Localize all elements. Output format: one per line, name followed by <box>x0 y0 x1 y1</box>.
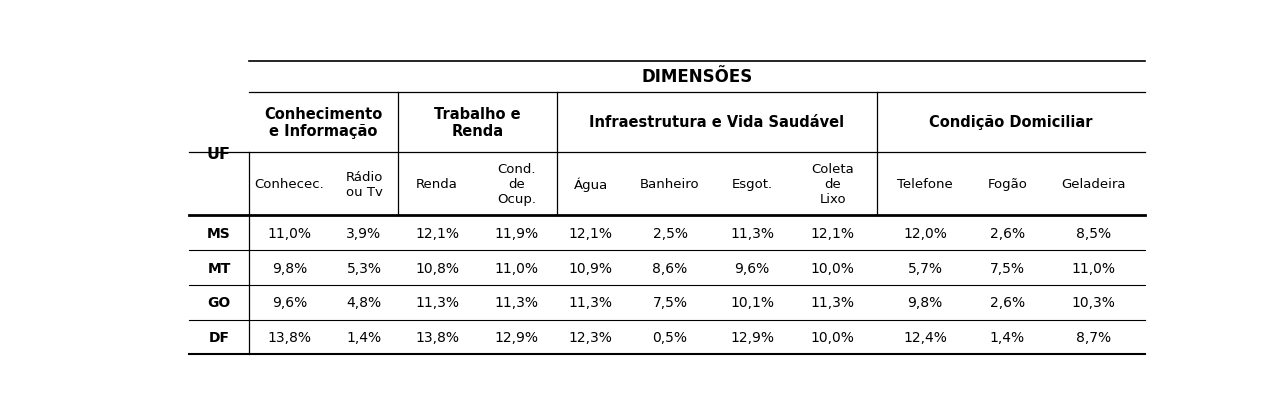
Text: DF: DF <box>208 330 230 344</box>
Text: 12,1%: 12,1% <box>569 226 612 240</box>
Text: 9,8%: 9,8% <box>272 261 307 275</box>
Text: 0,5%: 0,5% <box>653 330 688 344</box>
Text: 10,3%: 10,3% <box>1071 296 1116 310</box>
Text: 11,0%: 11,0% <box>495 261 538 275</box>
Text: 9,8%: 9,8% <box>907 296 943 310</box>
Text: 10,0%: 10,0% <box>810 261 855 275</box>
Text: Conhecec.: Conhecec. <box>254 178 325 191</box>
Text: Trabalho e
Renda: Trabalho e Renda <box>435 106 520 139</box>
Text: 9,6%: 9,6% <box>735 261 769 275</box>
Text: 12,3%: 12,3% <box>569 330 612 344</box>
Text: 11,3%: 11,3% <box>495 296 538 310</box>
Text: 11,3%: 11,3% <box>569 296 612 310</box>
Text: Geladeira: Geladeira <box>1061 178 1126 191</box>
Text: DIMENSÕES: DIMENSÕES <box>642 68 753 86</box>
Text: Infraestrutura e Vida Saudável: Infraestrutura e Vida Saudável <box>589 115 845 130</box>
Text: 12,9%: 12,9% <box>730 330 774 344</box>
Text: 10,8%: 10,8% <box>415 261 459 275</box>
Text: MT: MT <box>207 261 231 275</box>
Text: Coleta
de
Lixo: Coleta de Lixo <box>812 163 854 206</box>
Text: 11,3%: 11,3% <box>730 226 774 240</box>
Text: 4,8%: 4,8% <box>346 296 382 310</box>
Text: 10,1%: 10,1% <box>730 296 774 310</box>
Text: 12,4%: 12,4% <box>904 330 947 344</box>
Text: 8,6%: 8,6% <box>652 261 688 275</box>
Text: 11,3%: 11,3% <box>415 296 459 310</box>
Text: 8,7%: 8,7% <box>1076 330 1111 344</box>
Text: 1,4%: 1,4% <box>989 330 1025 344</box>
Text: 5,3%: 5,3% <box>346 261 381 275</box>
Text: 7,5%: 7,5% <box>653 296 688 310</box>
Text: 2,6%: 2,6% <box>989 296 1025 310</box>
Text: 10,9%: 10,9% <box>569 261 612 275</box>
Text: 11,9%: 11,9% <box>495 226 538 240</box>
Text: 1,4%: 1,4% <box>346 330 382 344</box>
Text: 11,0%: 11,0% <box>267 226 312 240</box>
Text: Telefone: Telefone <box>897 178 953 191</box>
Text: 8,5%: 8,5% <box>1076 226 1111 240</box>
Text: 2,5%: 2,5% <box>653 226 688 240</box>
Text: Banheiro: Banheiro <box>640 178 700 191</box>
Text: Fogão: Fogão <box>988 178 1028 191</box>
Text: 13,8%: 13,8% <box>415 330 459 344</box>
Text: 3,9%: 3,9% <box>346 226 382 240</box>
Text: 12,1%: 12,1% <box>415 226 459 240</box>
Text: GO: GO <box>207 296 230 310</box>
Text: Rádio
ou Tv: Rádio ou Tv <box>345 171 382 198</box>
Text: 12,1%: 12,1% <box>810 226 855 240</box>
Text: Renda: Renda <box>417 178 458 191</box>
Text: MS: MS <box>207 226 231 240</box>
Text: Cond.
de
Ocup.: Cond. de Ocup. <box>497 163 535 206</box>
Text: UF: UF <box>207 147 231 162</box>
Text: Conhecimento
e Informação: Conhecimento e Informação <box>265 106 382 139</box>
Text: Água: Água <box>574 177 608 191</box>
Text: Condição Domiciliar: Condição Domiciliar <box>929 115 1093 130</box>
Text: 2,6%: 2,6% <box>989 226 1025 240</box>
Text: Esgot.: Esgot. <box>731 178 773 191</box>
Text: 10,0%: 10,0% <box>810 330 855 344</box>
Text: 12,0%: 12,0% <box>904 226 947 240</box>
Text: 9,6%: 9,6% <box>272 296 307 310</box>
Text: 5,7%: 5,7% <box>907 261 943 275</box>
Text: 13,8%: 13,8% <box>267 330 312 344</box>
Text: 12,9%: 12,9% <box>495 330 538 344</box>
Text: 11,3%: 11,3% <box>810 296 855 310</box>
Text: 7,5%: 7,5% <box>989 261 1025 275</box>
Text: 11,0%: 11,0% <box>1071 261 1116 275</box>
